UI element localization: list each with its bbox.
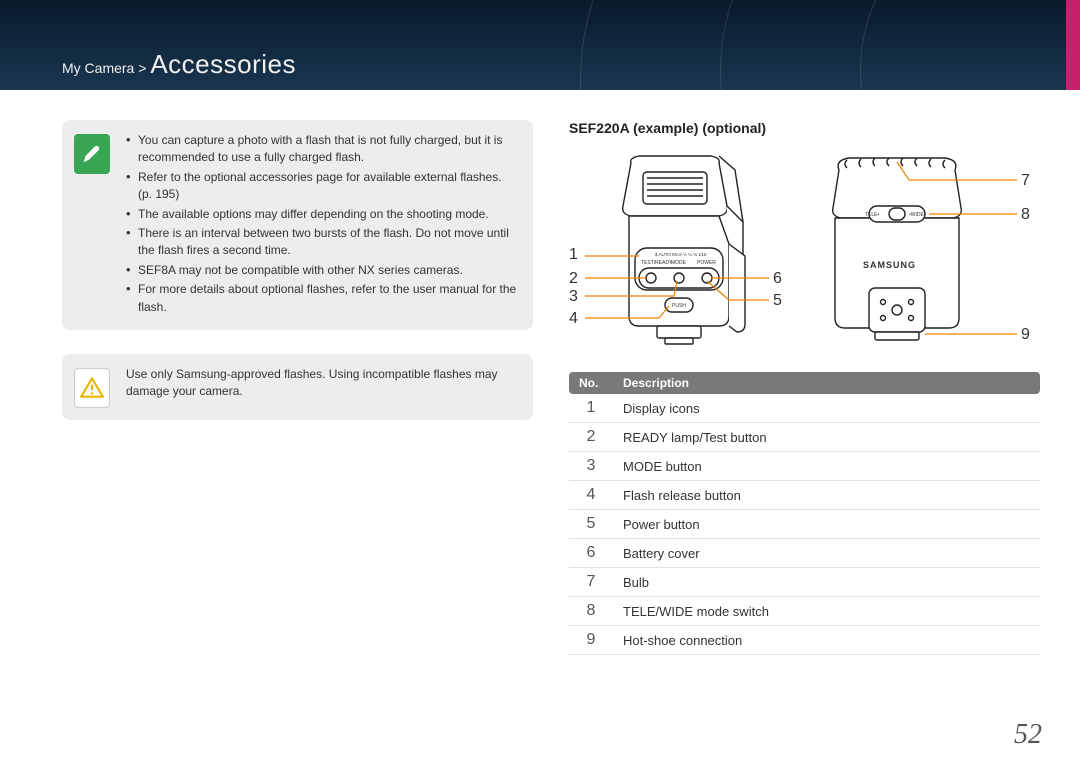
table-row: 9Hot-shoe connection bbox=[569, 626, 1040, 655]
breadcrumb-path: My Camera > bbox=[62, 60, 150, 76]
warning-box: Use only Samsung-approved flashes. Using… bbox=[62, 354, 533, 420]
callout-num: 8 bbox=[1021, 206, 1030, 224]
note-icon bbox=[74, 134, 110, 174]
callout-num: 2 bbox=[569, 270, 578, 288]
svg-text:•WIDE: •WIDE bbox=[909, 212, 924, 218]
svg-text:TELE•: TELE• bbox=[865, 212, 880, 218]
table-row: 6Battery cover bbox=[569, 539, 1040, 568]
table-row: 3MODE button bbox=[569, 452, 1040, 481]
note-item: Refer to the optional accessories page f… bbox=[126, 169, 517, 204]
callout-num: 9 bbox=[1021, 326, 1030, 344]
product-diagram: TEST/READY MODE POWER PUSH $ AUTO MAX ½ … bbox=[569, 148, 1040, 356]
svg-text:MODE: MODE bbox=[671, 260, 687, 266]
warning-text: Use only Samsung-approved flashes. Using… bbox=[126, 366, 517, 408]
callout-num: 1 bbox=[569, 246, 578, 264]
callout-num: 6 bbox=[773, 270, 782, 288]
svg-text:TEST/READY: TEST/READY bbox=[641, 260, 673, 266]
section-tab bbox=[1066, 0, 1080, 90]
note-item: SEF8A may not be compatible with other N… bbox=[126, 262, 517, 279]
note-item: For more details about optional flashes,… bbox=[126, 281, 517, 316]
svg-text:$ AUTO MAX ½ ¼ ⅛ 1⁄16: $ AUTO MAX ½ ¼ ⅛ 1⁄16 bbox=[655, 251, 707, 257]
decor-arc bbox=[860, 0, 1080, 90]
svg-text:SAMSUNG: SAMSUNG bbox=[863, 260, 916, 270]
page-header: My Camera > Accessories bbox=[0, 0, 1080, 90]
callout-num: 3 bbox=[569, 288, 578, 306]
content-area: You can capture a photo with a flash tha… bbox=[0, 90, 1080, 655]
callout-num: 4 bbox=[569, 310, 578, 328]
left-column: You can capture a photo with a flash tha… bbox=[62, 120, 533, 655]
note-box: You can capture a photo with a flash tha… bbox=[62, 120, 533, 330]
callout-num: 5 bbox=[773, 292, 782, 310]
svg-text:POWER: POWER bbox=[697, 260, 716, 266]
table-row: 8TELE/WIDE mode switch bbox=[569, 597, 1040, 626]
parts-table: No. Description 1Display icons 2READY la… bbox=[569, 372, 1040, 655]
breadcrumb: My Camera > Accessories bbox=[62, 49, 296, 80]
note-list: You can capture a photo with a flash tha… bbox=[126, 132, 517, 318]
callout-num: 7 bbox=[1021, 172, 1030, 190]
table-header-desc: Description bbox=[613, 372, 1040, 394]
table-row: 7Bulb bbox=[569, 568, 1040, 597]
page-title: Accessories bbox=[150, 49, 296, 79]
parts-table-body: 1Display icons 2READY lamp/Test button 3… bbox=[569, 394, 1040, 655]
table-row: 1Display icons bbox=[569, 394, 1040, 423]
note-item: There is an interval between two bursts … bbox=[126, 225, 517, 260]
note-item: The available options may differ dependi… bbox=[126, 206, 517, 223]
table-row: 2READY lamp/Test button bbox=[569, 423, 1040, 452]
table-row: 4Flash release button bbox=[569, 481, 1040, 510]
page-number: 52 bbox=[1014, 719, 1042, 751]
table-row: 5Power button bbox=[569, 510, 1040, 539]
warning-icon bbox=[74, 368, 110, 408]
svg-text:PUSH: PUSH bbox=[672, 303, 686, 309]
product-title: SEF220A (example) (optional) bbox=[569, 120, 1040, 136]
table-header-no: No. bbox=[569, 372, 613, 394]
diagram-svg: TEST/READY MODE POWER PUSH $ AUTO MAX ½ … bbox=[569, 148, 1029, 356]
right-column: SEF220A (example) (optional) bbox=[569, 120, 1040, 655]
note-item: You can capture a photo with a flash tha… bbox=[126, 132, 517, 167]
